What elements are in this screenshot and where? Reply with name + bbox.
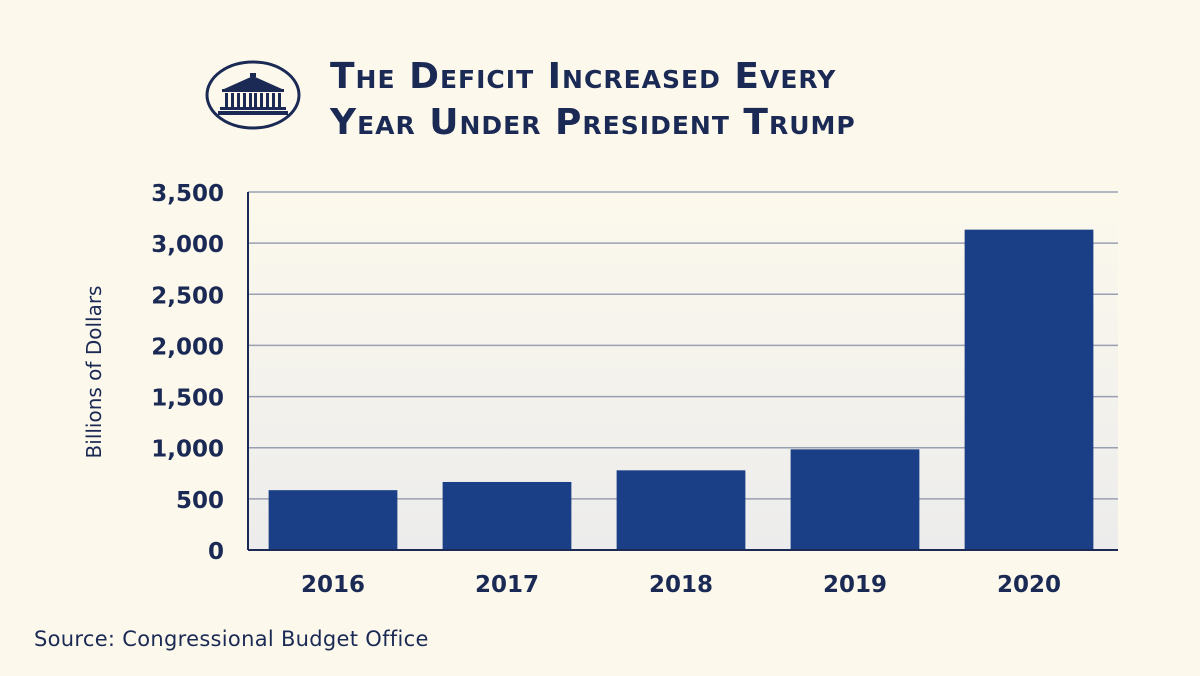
- x-tick-label: 2017: [475, 572, 539, 598]
- y-tick-label: 1,500: [151, 386, 224, 412]
- chart-title-line-1: The Deficit Increased Every: [330, 56, 837, 97]
- x-tick-label: 2018: [649, 572, 713, 598]
- y-tick-label: 2,500: [151, 283, 224, 309]
- y-axis-label: Billions of Dollars: [82, 286, 106, 459]
- x-tick-label: 2016: [301, 572, 365, 598]
- bar-2017: [442, 481, 572, 550]
- y-tick-label: 2,000: [151, 334, 224, 360]
- y-tick-label: 1,000: [151, 437, 224, 463]
- white-house-logo-icon: [205, 60, 301, 130]
- x-tick-label: 2019: [823, 572, 887, 598]
- y-tick-label: 3,500: [151, 181, 224, 207]
- bar-2018: [616, 470, 746, 550]
- bars: [268, 229, 1094, 550]
- chart-title: The Deficit Increased Every Year Under P…: [330, 54, 856, 146]
- chart-header: The Deficit Increased Every Year Under P…: [0, 0, 1200, 150]
- chart-title-line-2: Year Under President Trump: [330, 102, 856, 143]
- y-tick-label: 0: [208, 539, 224, 565]
- source-note: Source: Congressional Budget Office: [34, 627, 429, 651]
- bar-2019: [790, 449, 920, 550]
- y-tick-label: 500: [176, 488, 224, 514]
- bar-2020: [964, 229, 1094, 550]
- bar-2016: [268, 490, 398, 550]
- y-tick-label: 3,000: [151, 232, 224, 258]
- x-tick-label: 2020: [997, 572, 1061, 598]
- y-axis-ticks: 0 500 1,000 1,500 2,000 2,500 3,000 3,500: [151, 181, 224, 565]
- x-axis-ticks: 2016 2017 2018 2019 2020: [301, 572, 1061, 598]
